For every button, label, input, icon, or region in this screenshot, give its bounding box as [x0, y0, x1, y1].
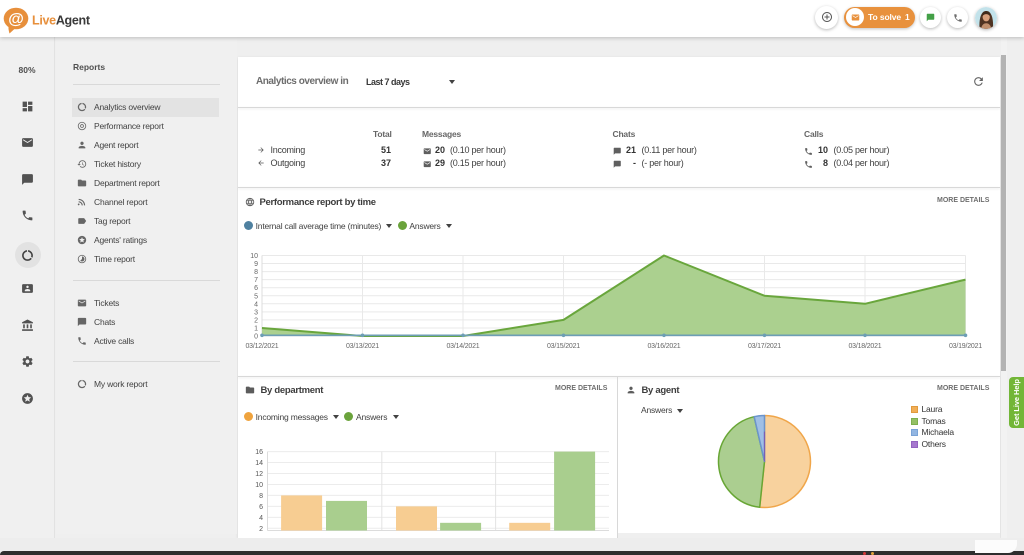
- svg-text:7: 7: [254, 277, 258, 284]
- svg-text:03/17/2021: 03/17/2021: [748, 343, 781, 350]
- svg-text:5: 5: [254, 293, 258, 300]
- svg-text:4: 4: [259, 515, 263, 522]
- svg-text:1: 1: [254, 325, 258, 332]
- svg-text:10: 10: [250, 253, 258, 260]
- svg-text:03/18/2021: 03/18/2021: [848, 343, 881, 350]
- svg-text:3: 3: [254, 309, 258, 316]
- svg-text:14: 14: [255, 460, 263, 467]
- svg-text:6: 6: [259, 504, 263, 511]
- svg-text:0: 0: [254, 334, 258, 341]
- svg-text:2: 2: [254, 317, 258, 324]
- svg-text:03/19/2021: 03/19/2021: [949, 343, 982, 350]
- svg-text:16: 16: [255, 449, 263, 456]
- svg-text:8: 8: [259, 493, 263, 500]
- svg-text:LiveAgent: LiveAgent: [32, 14, 91, 28]
- svg-text:03/14/2021: 03/14/2021: [446, 343, 479, 350]
- svg-text:2: 2: [259, 526, 263, 533]
- svg-text:@: @: [8, 11, 24, 28]
- svg-text:03/13/2021: 03/13/2021: [346, 343, 379, 350]
- svg-text:8: 8: [254, 269, 258, 276]
- svg-text:03/12/2021: 03/12/2021: [245, 343, 278, 350]
- svg-text:4: 4: [254, 301, 258, 308]
- svg-text:03/16/2021: 03/16/2021: [647, 343, 680, 350]
- svg-text:10: 10: [255, 482, 263, 489]
- svg-text:9: 9: [254, 261, 258, 268]
- svg-text:6: 6: [254, 285, 258, 292]
- svg-text:03/15/2021: 03/15/2021: [547, 343, 580, 350]
- svg-text:12: 12: [255, 471, 263, 478]
